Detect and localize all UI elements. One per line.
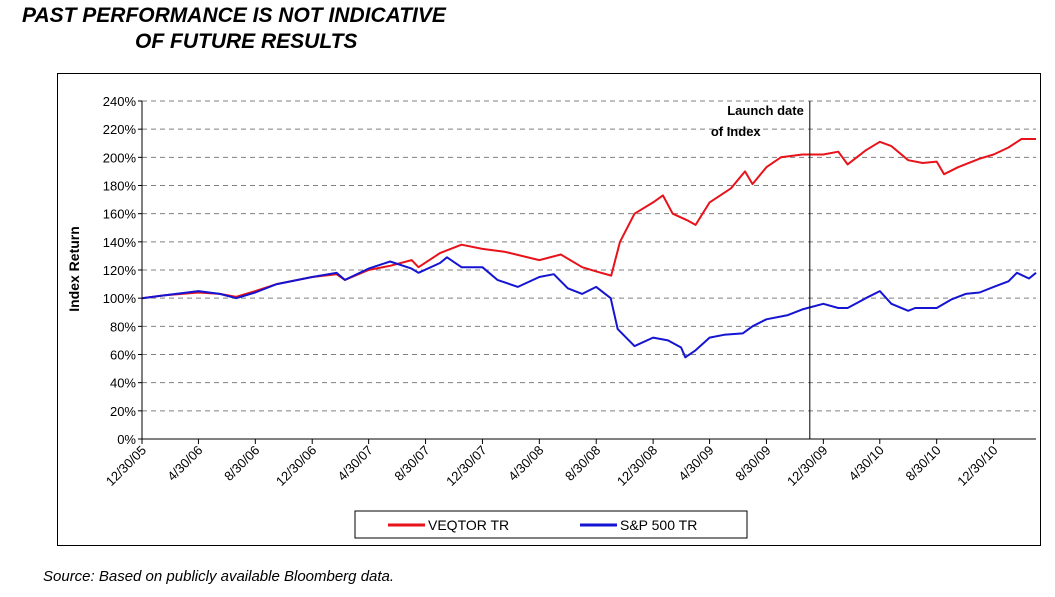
y-tick-label: 220% <box>103 122 137 137</box>
launch-annotation-line-1: Launch date <box>727 103 804 118</box>
x-tick-label: 4/30/08 <box>505 443 546 484</box>
x-tick-label: 12/30/05 <box>103 443 149 489</box>
series-line-veqtor <box>141 138 1036 300</box>
x-tick-label: 12/30/09 <box>784 443 830 489</box>
x-axis-ticks: 12/30/05 4/30/06 8/30/06 12/30/06 4/30/07 8/3… <box>103 439 1001 489</box>
x-tick-label: 8/30/07 <box>391 443 432 484</box>
performance-warning: PAST PERFORMANCE IS NOT INDICATIVE OF FU… <box>22 3 582 55</box>
x-tick-label: 8/30/10 <box>903 443 944 484</box>
series-line-sp500 <box>141 256 1037 359</box>
warning-line-2: OF FUTURE RESULTS <box>135 30 358 53</box>
grid-lines <box>142 100 1036 412</box>
x-tick-label: 12/30/06 <box>273 443 319 489</box>
legend-label-sp500: S&P 500 TR <box>620 517 697 533</box>
x-tick-label: 4/30/07 <box>334 443 375 484</box>
x-tick-label: 8/30/06 <box>221 443 262 484</box>
x-tick-label: 12/30/10 <box>954 443 1000 489</box>
chart-frame <box>57 73 1041 546</box>
y-tick-label: 20% <box>110 404 136 419</box>
x-tick-label: 8/30/09 <box>732 443 773 484</box>
y-tick-label: 100% <box>103 291 137 306</box>
y-axis-label: Index Return <box>66 226 82 312</box>
y-tick-label: 120% <box>103 263 137 278</box>
x-tick-label: 4/30/09 <box>675 443 716 484</box>
y-tick-label: 200% <box>103 150 137 165</box>
y-axis-ticks: 0% 20% 40% 60% 80% 100% 120% 140% 160% 180% 200% 22… <box>103 94 142 447</box>
x-tick-label: 4/30/10 <box>846 443 887 484</box>
y-tick-label: 80% <box>110 319 136 334</box>
source-note: Source: Based on publicly available Bloo… <box>43 568 395 585</box>
y-tick-label: 140% <box>103 235 137 250</box>
launch-annotation-line-2: of Index <box>711 124 762 139</box>
y-tick-label: 160% <box>103 207 137 222</box>
y-tick-label: 0% <box>117 432 136 447</box>
legend: VEQTOR TR S&P 500 TR <box>354 510 748 539</box>
x-tick-label: 12/30/07 <box>443 443 489 489</box>
axes <box>141 101 1036 440</box>
y-tick-label: 240% <box>103 94 137 109</box>
x-tick-label: 12/30/08 <box>614 443 660 489</box>
y-tick-label: 40% <box>110 376 136 391</box>
x-tick-label: 4/30/06 <box>164 443 205 484</box>
series-lines <box>141 138 1037 359</box>
warning-line-1: PAST PERFORMANCE IS NOT INDICATIVE <box>22 4 446 27</box>
y-tick-label: 180% <box>103 179 137 194</box>
y-tick-label: 60% <box>110 348 136 363</box>
legend-label-veqtor: VEQTOR TR <box>428 517 509 533</box>
x-tick-label: 8/30/08 <box>562 443 603 484</box>
